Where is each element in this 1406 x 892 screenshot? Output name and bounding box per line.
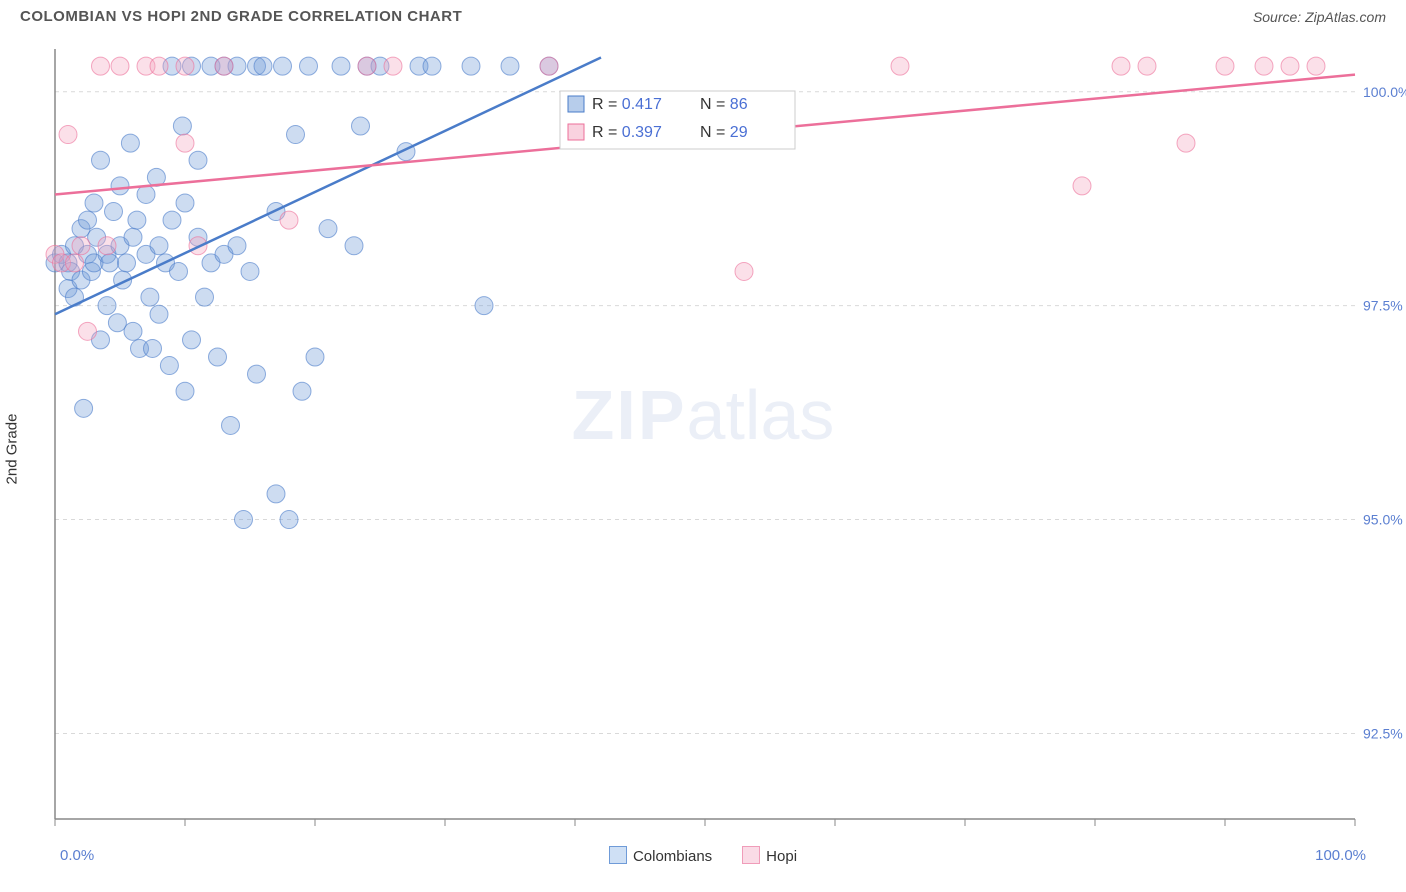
- x-axis-footer: 0.0% Colombians Hopi 100.0%: [0, 846, 1406, 865]
- svg-text:95.0%: 95.0%: [1363, 512, 1403, 528]
- legend-item-colombians: Colombians: [609, 846, 712, 865]
- svg-text:97.5%: 97.5%: [1363, 298, 1403, 314]
- svg-text:R = 0.417: R = 0.417: [592, 96, 662, 113]
- scatter-chart: 92.5% 95.0% 97.5% 100.0% R = 0.417 N = 86 R = …: [0, 29, 1406, 829]
- svg-text:N = 86: N = 86: [700, 96, 748, 113]
- x-min-label: 0.0%: [60, 847, 94, 864]
- svg-text:R = 0.397: R = 0.397: [592, 124, 662, 141]
- chart-area: 2nd Grade 92.5% 95.0% 97.5% 100.0% R = 0.417…: [0, 29, 1406, 869]
- svg-text:100.0%: 100.0%: [1363, 84, 1406, 100]
- legend-item-hopi: Hopi: [742, 846, 797, 865]
- y-axis-label: 2nd Grade: [4, 414, 21, 485]
- x-max-label: 100.0%: [1315, 847, 1366, 864]
- svg-text:N = 29: N = 29: [700, 124, 748, 141]
- chart-title: COLOMBIAN VS HOPI 2ND GRADE CORRELATION …: [20, 8, 462, 25]
- svg-text:92.5%: 92.5%: [1363, 725, 1403, 741]
- source-label: Source: ZipAtlas.com: [1253, 9, 1386, 25]
- legend: Colombians Hopi: [609, 846, 797, 865]
